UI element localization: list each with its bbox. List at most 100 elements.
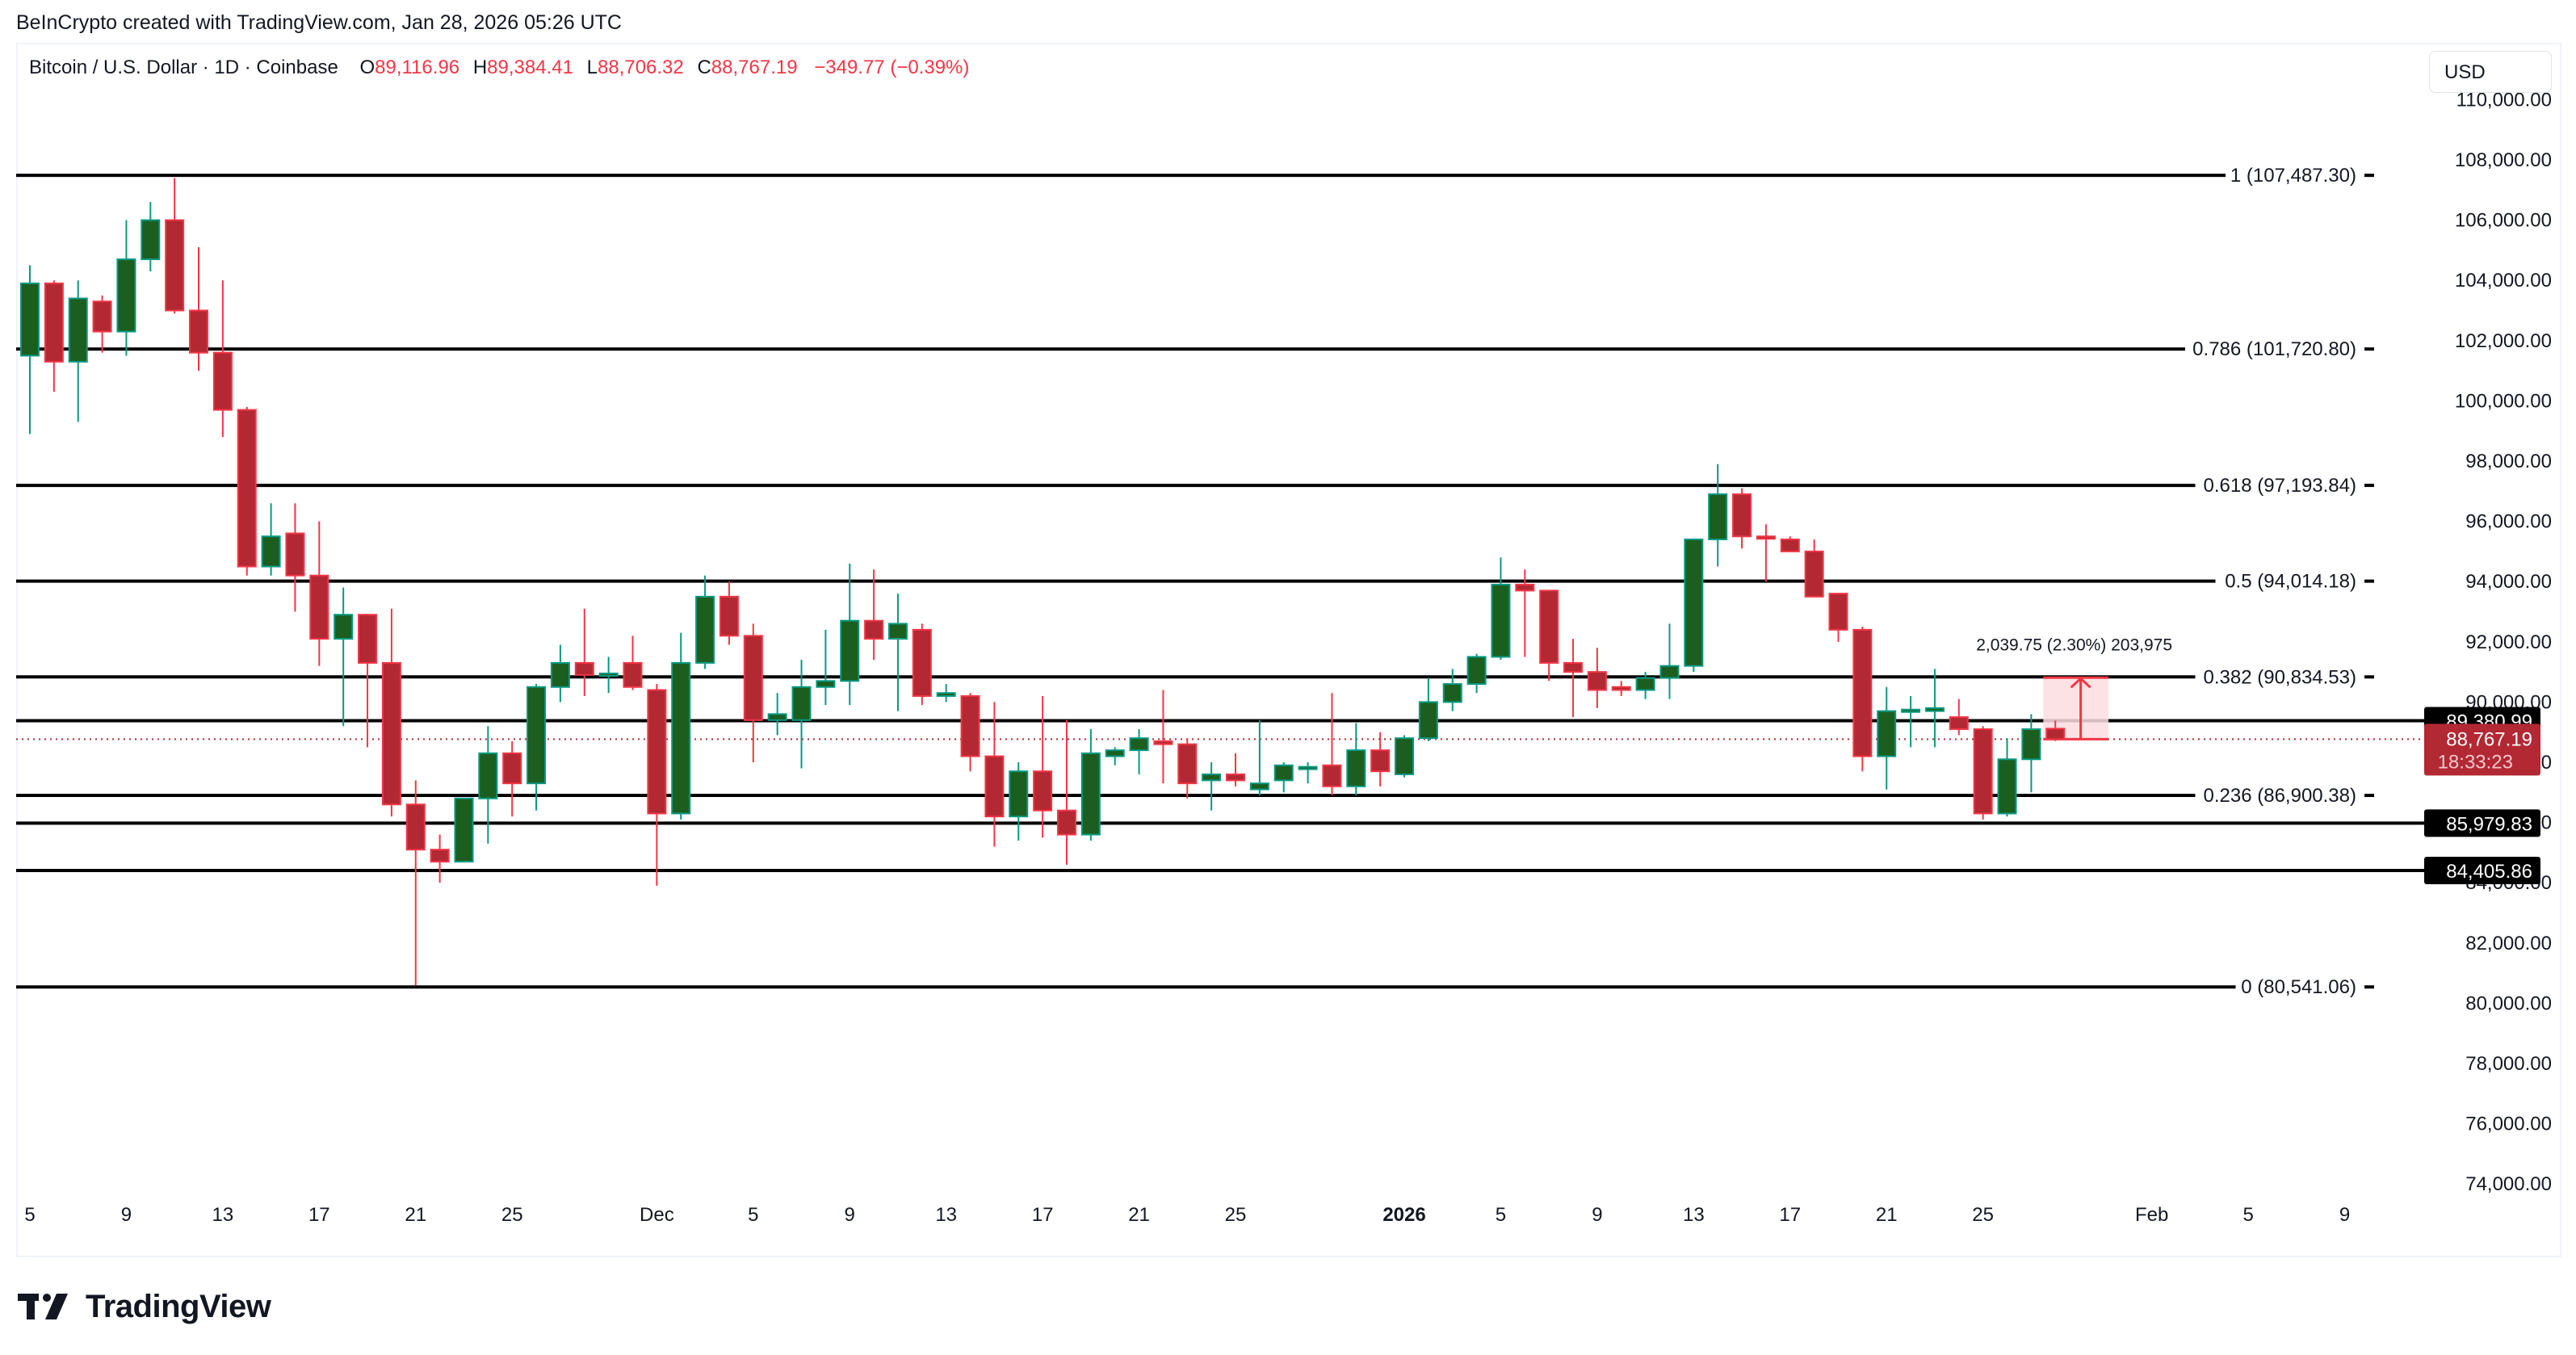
candle-body[interactable] — [1635, 677, 1655, 691]
y-axis-tick-label: 74,000.00 — [2465, 1173, 2552, 1195]
candle-body[interactable] — [358, 614, 378, 664]
candle-body[interactable] — [1249, 782, 1269, 791]
candle-body[interactable] — [1708, 493, 1728, 540]
candle-body[interactable] — [237, 409, 257, 568]
currency-button[interactable]: USD — [2429, 51, 2552, 93]
candle-body[interactable] — [1780, 538, 1800, 552]
candle-body[interactable] — [1515, 583, 1535, 592]
low-label: L — [586, 57, 598, 78]
candle-body[interactable] — [1129, 737, 1149, 752]
candle-body[interactable] — [1370, 749, 1391, 773]
candle-body[interactable] — [116, 258, 136, 333]
candle-body[interactable] — [1442, 683, 1462, 703]
candle-body[interactable] — [1346, 749, 1366, 787]
candle-body[interactable] — [1418, 701, 1438, 740]
candle-body[interactable] — [20, 282, 40, 357]
candle-body[interactable] — [1949, 716, 1969, 730]
candle-body[interactable] — [212, 351, 233, 411]
candle-body[interactable] — [1852, 628, 1873, 757]
candle-body[interactable] — [1322, 764, 1342, 787]
candle-body[interactable] — [1659, 665, 1680, 679]
candle-body[interactable] — [1298, 766, 1318, 770]
candle-body[interactable] — [1273, 764, 1294, 782]
candle-body[interactable] — [864, 619, 884, 640]
candle-body[interactable] — [1009, 770, 1029, 818]
candle-body[interactable] — [719, 595, 739, 637]
candle-body[interactable] — [334, 614, 354, 640]
fib-level-label: 0.382 (90,834.53) — [2204, 666, 2356, 688]
candle-body[interactable] — [598, 672, 619, 677]
candle-body[interactable] — [1997, 758, 2017, 815]
candle-body[interactable] — [887, 623, 908, 640]
candle-body[interactable] — [1491, 583, 1511, 658]
candle-body[interactable] — [936, 692, 956, 697]
candle-body[interactable] — [647, 689, 667, 815]
candle-body[interactable] — [912, 628, 932, 697]
candle-body[interactable] — [454, 797, 474, 863]
candle-body[interactable] — [1973, 728, 1993, 815]
candle-body[interactable] — [1153, 740, 1173, 745]
tradingview-logo[interactable]: TradingView — [18, 1289, 271, 1324]
candle-body[interactable] — [550, 661, 570, 688]
symbol-title[interactable]: Bitcoin / U.S. Dollar · 1D · Coinbase — [29, 57, 338, 78]
candle-body[interactable] — [1732, 493, 1752, 538]
candle-body[interactable] — [1395, 737, 1415, 775]
candle-body[interactable] — [1587, 671, 1607, 691]
candle-body[interactable] — [430, 849, 450, 863]
candle-body[interactable] — [285, 532, 305, 577]
candle-body[interactable] — [1804, 550, 1824, 598]
candle-body[interactable] — [478, 752, 498, 799]
candle-body[interactable] — [671, 661, 691, 815]
candle-body[interactable] — [1056, 809, 1076, 836]
candle-body[interactable] — [1033, 770, 1053, 812]
chart-frame[interactable] — [16, 43, 2561, 1257]
candle-body[interactable] — [189, 309, 209, 354]
candle-body[interactable] — [44, 282, 64, 363]
candle-body[interactable] — [1756, 535, 1776, 540]
candle-body[interactable] — [1105, 749, 1125, 757]
candle-body[interactable] — [623, 661, 643, 688]
candle-body[interactable] — [840, 619, 860, 682]
candle-body[interactable] — [1924, 707, 1945, 712]
candle-body[interactable] — [502, 752, 522, 785]
candle-body[interactable] — [405, 803, 426, 851]
candle-body[interactable] — [1202, 773, 1222, 782]
candle-body[interactable] — [1539, 589, 1559, 664]
candle-body[interactable] — [960, 694, 980, 757]
candle-body[interactable] — [381, 661, 401, 806]
candle-body[interactable] — [141, 219, 161, 261]
candle-body[interactable] — [767, 713, 787, 721]
candle-body[interactable] — [309, 574, 329, 640]
candle-body[interactable] — [1080, 752, 1101, 836]
open-label: O — [359, 57, 375, 78]
candle-body[interactable] — [165, 219, 185, 312]
candle-body[interactable] — [527, 686, 547, 785]
candle-body[interactable] — [1611, 686, 1631, 691]
x-axis-tick-label: 25 — [1972, 1204, 1994, 1226]
candle-body[interactable] — [816, 680, 836, 688]
change-value: −349.77 (−0.39%) — [814, 57, 970, 78]
candle-body[interactable] — [1466, 656, 1487, 686]
candle-body[interactable] — [1684, 538, 1704, 667]
fib-level-label: 0.236 (86,900.38) — [2204, 785, 2356, 807]
candle-body[interactable] — [791, 686, 812, 721]
candle-body[interactable] — [1901, 708, 1921, 713]
x-axis-tick-label: 21 — [1876, 1204, 1898, 1226]
candle-body[interactable] — [1177, 743, 1198, 785]
candle-body[interactable] — [2021, 728, 2041, 761]
candle-body[interactable] — [984, 755, 1005, 818]
candle-body[interactable] — [743, 635, 763, 721]
candle-body[interactable] — [2045, 728, 2066, 740]
y-axis-tick-label: 82,000.00 — [2465, 933, 2552, 954]
candle-body[interactable] — [695, 595, 715, 664]
candle-body[interactable] — [92, 300, 112, 333]
candle-body[interactable] — [574, 661, 594, 676]
candle-body[interactable] — [261, 535, 281, 568]
candle-body[interactable] — [1877, 710, 1897, 757]
candle-body[interactable] — [1563, 661, 1584, 673]
candle-body[interactable] — [68, 297, 88, 363]
candle-body[interactable] — [1226, 773, 1245, 782]
candle-body[interactable] — [1828, 593, 1848, 631]
y-axis-tick-label: 80,000.00 — [2465, 992, 2552, 1014]
